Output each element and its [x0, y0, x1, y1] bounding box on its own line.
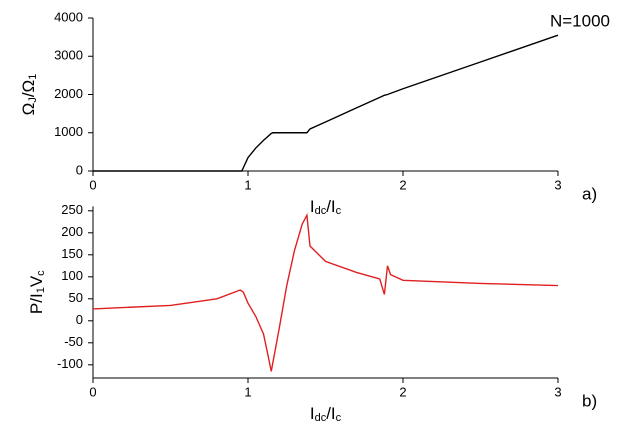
x-tick-label: 2	[399, 177, 406, 192]
y-tick-label: 2000	[54, 86, 83, 101]
x-tick-label: 0	[89, 177, 96, 192]
y-axis-label: ΩJ/Ω1	[19, 74, 39, 116]
label-part: V	[27, 275, 46, 287]
panel-label: b)	[582, 391, 597, 410]
y-tick-label: 200	[61, 224, 83, 239]
x-axis-label: Idc/Ic	[310, 404, 342, 424]
y-axis-label: P/I1Vc	[27, 270, 47, 314]
y-tick-label: 4000	[54, 9, 83, 24]
x-tick-label: 1	[244, 384, 251, 399]
y-tick-label: -100	[57, 356, 83, 371]
label-part: Ω	[19, 103, 38, 116]
y-tick-label: 1000	[54, 124, 83, 139]
label-part: P/I	[27, 293, 46, 314]
label-part: /I	[326, 197, 335, 216]
x-tick-label: 1	[244, 177, 251, 192]
label-part: J	[27, 97, 39, 103]
label-part: c	[336, 205, 342, 217]
x-tick-label: 3	[554, 177, 561, 192]
data-line	[93, 34, 559, 172]
x-tick-label: 0	[89, 384, 96, 399]
label-part: 1	[27, 74, 39, 80]
label-part: c	[35, 270, 47, 276]
y-tick-label: -50	[64, 334, 83, 349]
x-tick-label: 2	[399, 384, 406, 399]
y-tick-label: 3000	[54, 48, 83, 63]
x-tick-label: 3	[554, 384, 561, 399]
y-tick-label: 100	[61, 268, 83, 283]
y-tick-label: 0	[76, 162, 83, 177]
y-tick-label: 150	[61, 246, 83, 261]
y-tick-label: 0	[76, 312, 83, 327]
x-axis-label: Idc/Ic	[310, 197, 342, 217]
label-part: dc	[315, 412, 327, 424]
label-part: I	[310, 197, 315, 216]
annotation: N=1000	[550, 11, 610, 30]
label-part: /Ω	[19, 80, 38, 97]
y-tick-label: 50	[69, 290, 83, 305]
label-part: c	[336, 412, 342, 424]
label-part: I	[310, 404, 315, 423]
panel-label: a)	[582, 184, 597, 203]
label-part: dc	[315, 205, 327, 217]
y-tick-label: 250	[61, 202, 83, 217]
label-part: /I	[326, 404, 335, 423]
data-line	[92, 212, 559, 372]
label-part: 1	[35, 287, 47, 293]
